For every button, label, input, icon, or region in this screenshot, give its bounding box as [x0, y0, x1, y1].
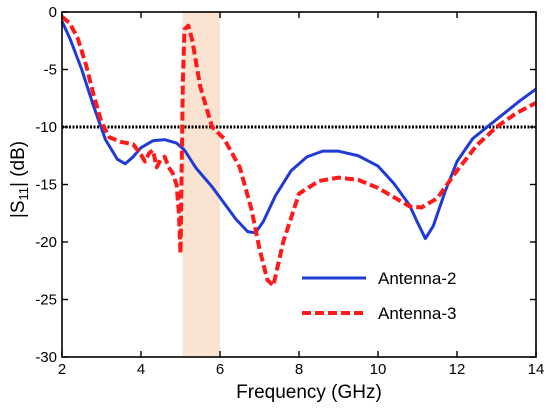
series-layer — [60, 15, 537, 288]
y-tick-label: -15 — [35, 177, 57, 194]
series-line-antenna-2 — [60, 20, 537, 241]
y-tick-label: -30 — [35, 349, 57, 366]
x-tick-label: 6 — [216, 361, 224, 378]
x-tick-label: 14 — [528, 361, 545, 378]
y-axis-title-pre: |S — [8, 201, 29, 219]
series-line-antenna-3 — [60, 15, 537, 288]
legend: Antenna-2 Antenna-3 — [292, 258, 488, 328]
y-axis-title: |S11| (dB) — [8, 141, 31, 218]
x-tick-label: 10 — [370, 361, 387, 378]
highlight-band — [182, 12, 220, 357]
x-axis-title: Frequency (GHz) — [236, 382, 382, 403]
y-axis-title-post: | (dB) — [8, 141, 29, 187]
tick-layer — [61, 11, 537, 358]
y-axis-title-subscript: 11 — [16, 187, 31, 201]
tick-label-layer: 2 4 6 8 10 12 14 0 -5 -10 -15 -20 -25 -30 — [35, 4, 544, 378]
y-tick-label: 0 — [49, 4, 57, 21]
highlight-band-layer — [182, 12, 220, 357]
x-tick-label: 12 — [449, 361, 466, 378]
y-tick-label: -10 — [35, 119, 57, 136]
x-tick-label: 8 — [295, 361, 303, 378]
x-tick-label: 2 — [58, 361, 66, 378]
y-tick-label: -25 — [35, 292, 57, 309]
legend-background — [292, 258, 488, 328]
legend-label-antenna-3: Antenna-3 — [378, 304, 456, 323]
x-tick-label: 4 — [137, 361, 145, 378]
legend-label-antenna-2: Antenna-2 — [378, 269, 456, 288]
y-tick-label: -20 — [35, 234, 57, 251]
y-tick-label: -5 — [44, 62, 57, 79]
